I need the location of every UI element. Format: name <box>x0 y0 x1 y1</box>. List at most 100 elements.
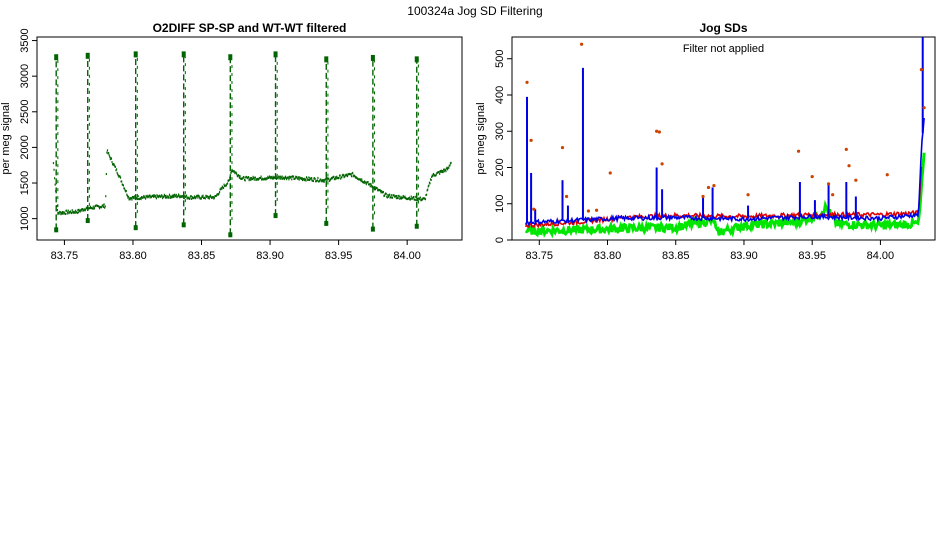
data-point <box>387 193 389 196</box>
data-point <box>340 177 342 180</box>
data-point <box>115 168 118 171</box>
data-point <box>269 176 271 179</box>
data-point <box>445 170 447 173</box>
data-point <box>89 207 91 210</box>
spike-bottom <box>324 220 329 226</box>
data-point <box>361 178 363 181</box>
data-point <box>308 176 310 179</box>
data-point <box>344 175 346 178</box>
data-point <box>268 176 270 179</box>
data-point <box>131 195 134 198</box>
data-point <box>52 162 55 165</box>
data-point <box>421 198 424 201</box>
data-point <box>386 196 388 199</box>
data-point <box>297 177 299 180</box>
data-point <box>152 195 155 198</box>
data-point <box>266 177 268 180</box>
data-point <box>61 212 63 215</box>
y-tick-label: 3500 <box>19 28 31 52</box>
x-tick-label: 83.95 <box>325 250 353 262</box>
data-point <box>425 193 428 196</box>
series-line <box>524 152 926 239</box>
data-point <box>199 196 201 199</box>
data-point <box>161 194 163 197</box>
data-point <box>279 175 281 178</box>
data-point <box>326 179 328 182</box>
data-point <box>397 197 399 200</box>
data-point <box>213 196 216 199</box>
plot-frame <box>511 36 936 241</box>
data-point <box>415 199 417 202</box>
data-point <box>420 199 423 202</box>
data-point <box>374 188 376 191</box>
data-point <box>390 196 392 199</box>
data-point <box>306 177 308 180</box>
data-point <box>168 193 171 196</box>
spike-bottom <box>133 225 138 231</box>
data-point <box>280 177 282 180</box>
data-point <box>144 197 147 200</box>
data-point <box>93 207 96 210</box>
outlier-point <box>854 178 858 182</box>
data-point <box>350 175 353 178</box>
data-point <box>447 168 449 171</box>
data-point <box>146 196 148 199</box>
data-point <box>305 176 308 179</box>
data-point <box>122 184 125 187</box>
series-points <box>52 51 452 238</box>
data-point <box>267 175 269 178</box>
data-point <box>254 176 256 179</box>
data-point <box>283 178 285 181</box>
data-point <box>195 197 197 200</box>
data-point <box>427 188 429 191</box>
plot-frame <box>36 36 463 241</box>
data-point <box>166 196 168 199</box>
data-point <box>155 197 158 200</box>
data-point <box>275 177 278 180</box>
data-point <box>191 197 193 200</box>
data-point <box>218 191 221 194</box>
data-point <box>188 196 190 199</box>
data-point <box>67 211 69 214</box>
data-point <box>77 209 79 212</box>
data-point <box>369 183 371 186</box>
data-point <box>72 211 74 214</box>
data-point <box>341 176 343 179</box>
data-point <box>172 194 175 197</box>
spike-top <box>273 51 278 58</box>
data-point <box>223 183 225 186</box>
data-point <box>404 195 406 198</box>
data-point <box>260 175 262 178</box>
data-point <box>106 149 109 152</box>
x-tick-label: 83.90 <box>256 250 284 262</box>
data-point <box>204 197 206 200</box>
data-point <box>249 178 251 181</box>
data-point <box>382 190 384 193</box>
outlier-point <box>657 130 661 134</box>
outlier-point <box>595 208 599 212</box>
data-point <box>294 177 296 180</box>
data-point <box>116 171 118 174</box>
data-point <box>58 212 60 215</box>
data-point <box>379 189 382 192</box>
data-point <box>113 163 115 166</box>
data-point <box>75 209 77 212</box>
data-point <box>196 194 198 197</box>
data-point <box>221 187 223 190</box>
data-point <box>126 194 128 197</box>
y-tick-label: 300 <box>494 122 506 140</box>
data-point <box>323 180 325 183</box>
data-point <box>74 211 76 214</box>
data-point <box>56 208 59 211</box>
data-point <box>197 196 199 199</box>
data-point <box>253 177 255 180</box>
data-point <box>305 179 307 182</box>
data-point <box>283 177 285 180</box>
data-point <box>250 179 252 182</box>
data-point <box>117 174 119 177</box>
data-point <box>402 194 404 197</box>
data-point <box>127 195 130 198</box>
data-point <box>80 209 82 212</box>
data-point <box>238 176 241 179</box>
data-point <box>133 195 135 198</box>
